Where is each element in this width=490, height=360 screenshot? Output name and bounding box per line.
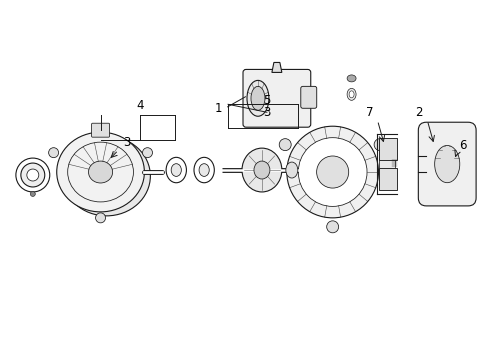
Ellipse shape <box>49 148 59 158</box>
Ellipse shape <box>327 221 339 233</box>
FancyBboxPatch shape <box>301 86 317 108</box>
Text: 2: 2 <box>416 106 423 119</box>
FancyBboxPatch shape <box>418 122 476 206</box>
Ellipse shape <box>435 145 460 183</box>
Text: 5: 5 <box>263 94 270 107</box>
FancyBboxPatch shape <box>92 123 110 137</box>
Ellipse shape <box>317 156 349 188</box>
Text: 3: 3 <box>123 136 130 149</box>
Text: 6: 6 <box>460 139 467 152</box>
FancyBboxPatch shape <box>379 159 395 185</box>
Ellipse shape <box>287 126 378 218</box>
Ellipse shape <box>21 163 45 187</box>
Ellipse shape <box>242 148 282 192</box>
FancyBboxPatch shape <box>243 69 311 127</box>
Ellipse shape <box>199 164 209 176</box>
Text: 1: 1 <box>214 102 222 115</box>
Ellipse shape <box>254 161 270 179</box>
Ellipse shape <box>347 75 356 82</box>
Ellipse shape <box>27 169 39 181</box>
Text: 3: 3 <box>263 106 270 119</box>
Ellipse shape <box>298 138 367 206</box>
Ellipse shape <box>247 80 269 116</box>
Ellipse shape <box>171 164 181 176</box>
Ellipse shape <box>279 139 291 150</box>
Ellipse shape <box>251 86 265 110</box>
Ellipse shape <box>349 91 354 98</box>
Ellipse shape <box>89 161 113 183</box>
Ellipse shape <box>194 157 214 183</box>
Ellipse shape <box>374 139 386 150</box>
Text: 4: 4 <box>137 99 144 112</box>
Ellipse shape <box>166 157 186 183</box>
Ellipse shape <box>347 88 356 100</box>
Ellipse shape <box>63 136 150 216</box>
Ellipse shape <box>16 158 50 192</box>
Ellipse shape <box>30 192 35 197</box>
Text: 7: 7 <box>366 106 373 119</box>
Ellipse shape <box>96 213 105 223</box>
Ellipse shape <box>286 162 298 178</box>
Bar <box>379 168 397 190</box>
Ellipse shape <box>57 132 145 212</box>
Bar <box>379 138 397 160</box>
Ellipse shape <box>143 148 152 158</box>
Polygon shape <box>272 62 282 72</box>
